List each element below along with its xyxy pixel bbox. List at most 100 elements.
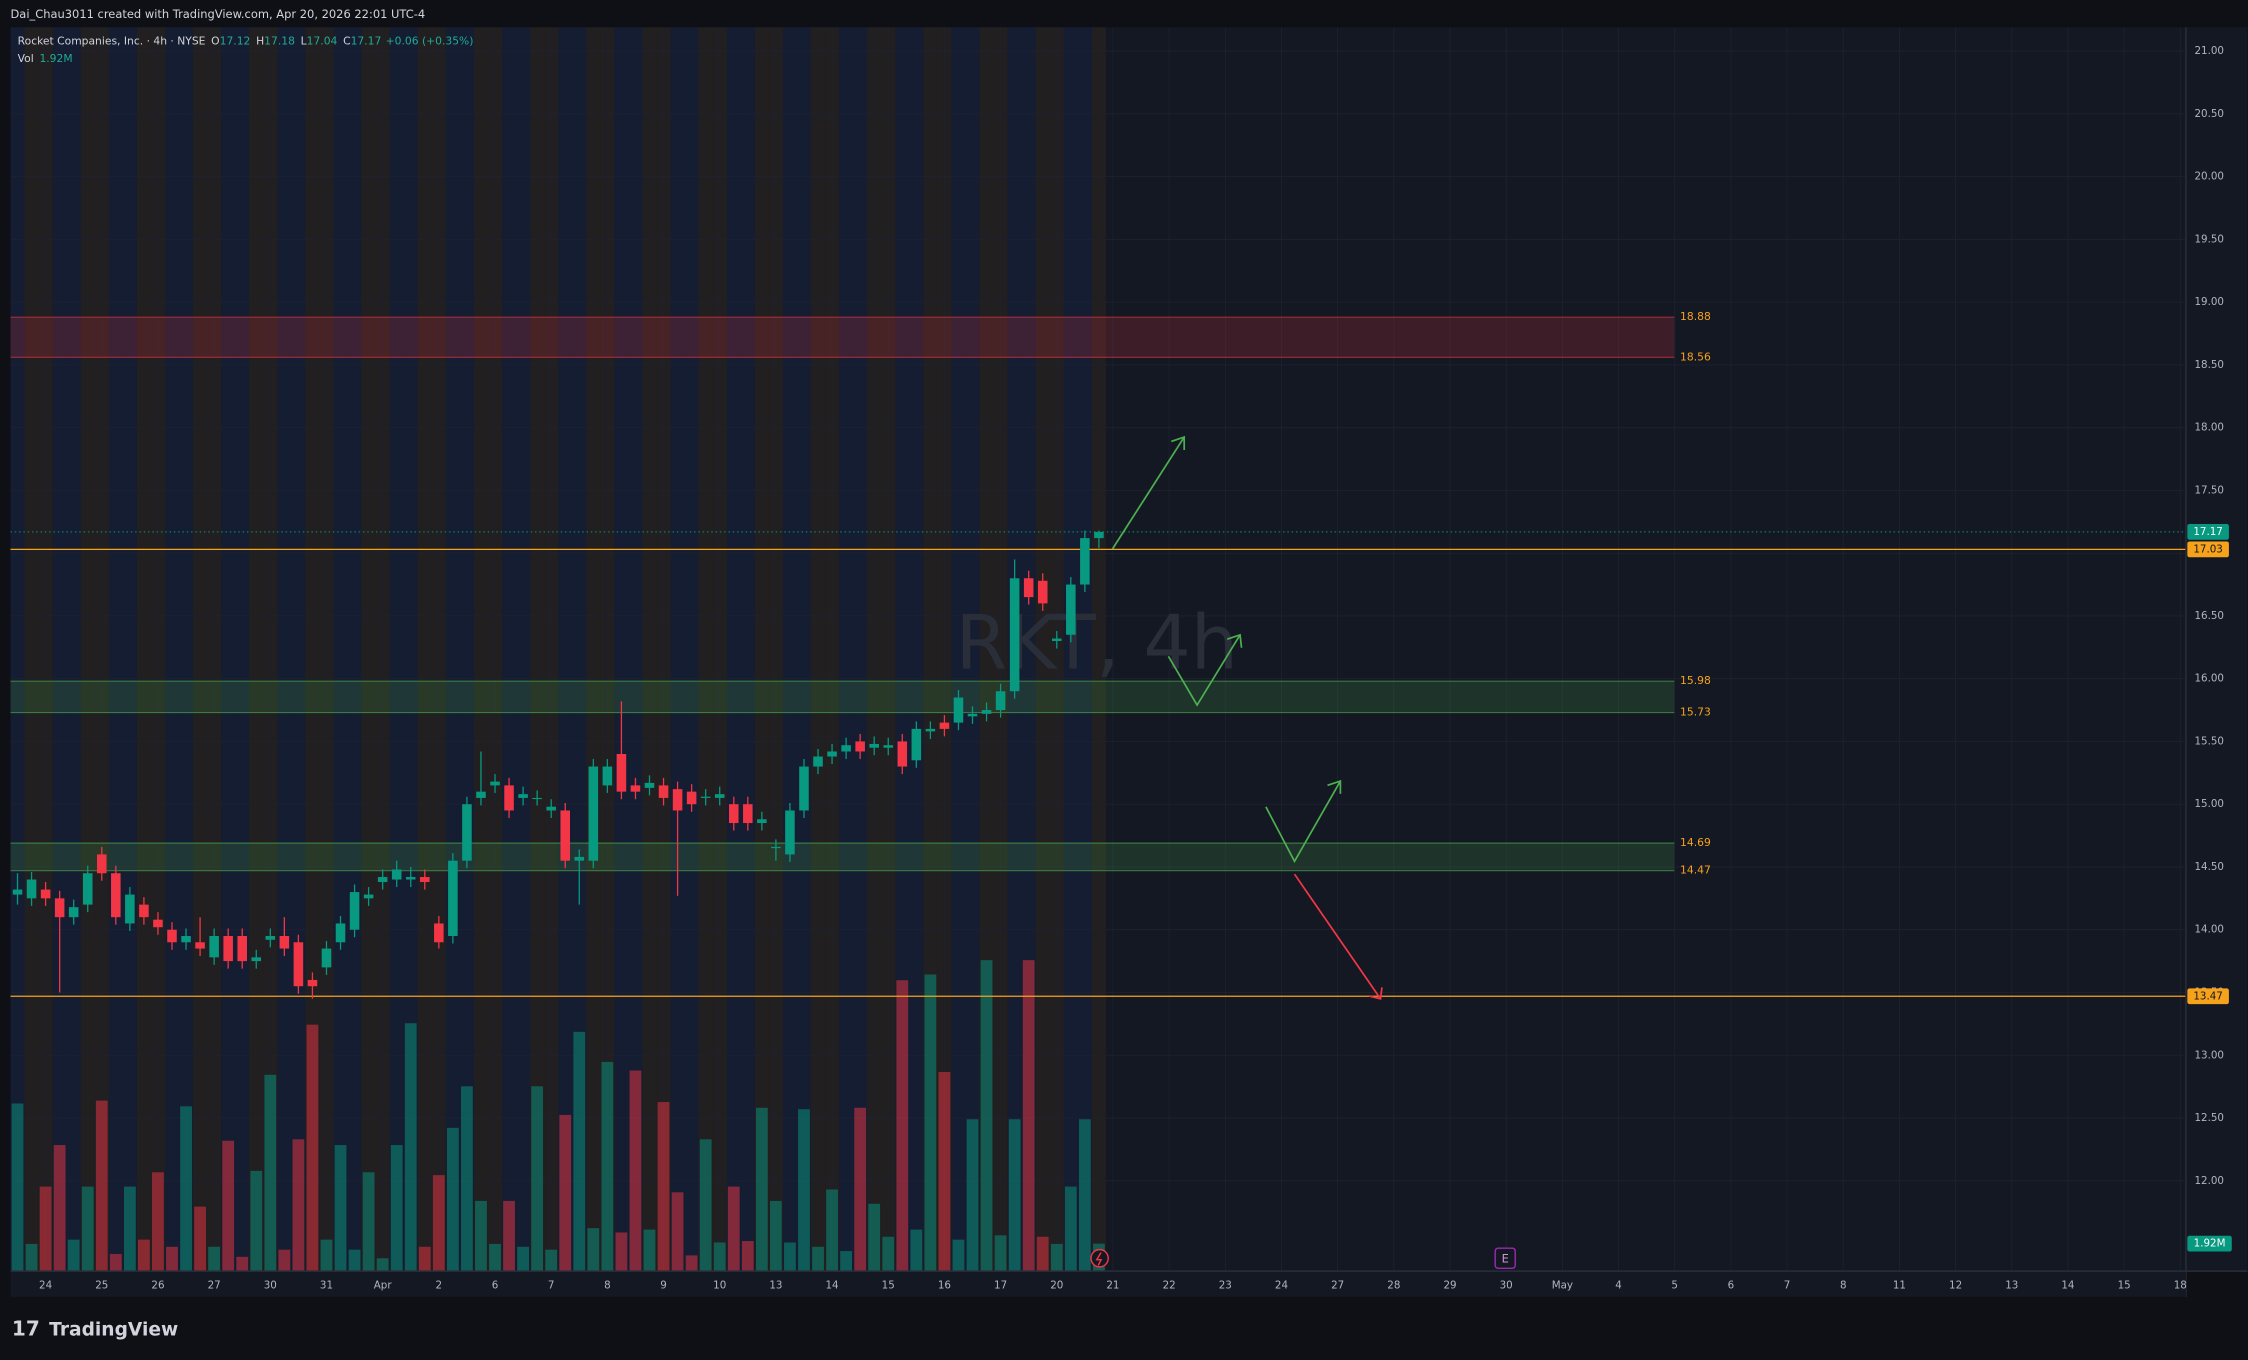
session-band [698,27,713,1272]
y-tick-label: 12.50 [2195,1112,2224,1124]
candle-body [939,722,950,729]
candle-body [771,846,781,849]
pane-bg [10,27,2186,1272]
volume-bar [320,1239,333,1272]
level-badge [2187,541,2229,558]
volume-bar [222,1140,235,1272]
session-band [895,27,910,1272]
candle-body [728,804,739,824]
y-tick-label: 19.50 [2195,233,2224,245]
volume-bar [390,1145,403,1272]
candle-body [209,936,219,958]
candle-body [953,697,964,723]
ohlc-key: L [301,35,307,48]
candle-body [616,753,627,792]
y-tick-label: 18.00 [2195,422,2224,434]
zone [10,317,1675,358]
candle-body [97,854,107,874]
candle-body [1051,638,1062,642]
ohlc-value: 17.12 [220,35,251,48]
session-band [726,27,741,1272]
volume-bar [587,1228,600,1272]
volume-layer [11,960,1105,1272]
candle-body [181,936,191,943]
zone-label: 15.98 [1680,674,1711,687]
candle-body [377,877,388,883]
zone-label: 14.47 [1680,864,1711,877]
x-tick-label: 25 [95,1279,108,1291]
candle-body [967,713,978,717]
volume-bar [264,1074,277,1272]
x-tick-label: 26 [151,1279,164,1291]
x-tick-label: 9 [660,1279,667,1291]
candle-layer [12,530,1104,999]
x-tick-label: 8 [604,1279,611,1291]
x-tick-label: 30 [264,1279,277,1291]
candle-body [1066,584,1076,635]
session-band [24,27,39,1272]
price-label: 17.17 [2193,526,2222,538]
dividend-icon[interactable] [1090,1248,1109,1268]
session-band [796,27,812,1272]
session-band [614,27,629,1272]
candle-body [644,782,655,788]
volume-bar [910,1229,923,1272]
candle-body [279,936,290,949]
ohlc-key: O [211,35,219,48]
volume-bar [348,1249,361,1272]
session-band [403,27,418,1272]
x-tick-label: 4 [1615,1279,1622,1291]
candle-body [546,806,556,811]
candle-body [349,892,360,930]
candle-body [153,919,163,928]
volume-bar [461,1086,473,1272]
session-band [1091,27,1106,1272]
x-tick-label: 23 [1219,1279,1232,1291]
candle-body [588,766,599,861]
volume-bar [1078,1119,1091,1272]
session-band [909,27,924,1272]
zone-label: 15.73 [1680,706,1711,719]
y-tick-label: 15.00 [2195,798,2224,810]
price-axis-bg [2185,27,2248,1272]
ohlc-key: H [256,35,264,48]
session-band [389,27,404,1272]
volume-bar [671,1192,684,1272]
arrow-head [1226,633,1243,648]
earnings-icon[interactable] [1494,1247,1516,1269]
candle-body [743,804,753,824]
volume-bar [531,1086,544,1272]
session-band [164,27,180,1272]
x-tick-label: 22 [1163,1279,1176,1291]
volume-bar [95,1100,108,1272]
volume-bar [475,1200,487,1272]
candle-body [321,948,332,968]
session-band [221,27,236,1272]
candle-body [686,791,697,805]
session-band [473,27,488,1272]
session-band [558,27,573,1272]
candle-body [448,860,458,937]
candle-body [1094,531,1104,539]
header: Dai_Chau3011 created with TradingView.co… [10,7,425,21]
session-band [754,27,769,1272]
session-band [965,27,980,1272]
axes-layer: 12.0012.5013.0013.5014.0014.5015.0015.50… [39,45,2232,1291]
session-band [586,27,601,1272]
volume-bar [67,1239,80,1272]
volume-bar [615,1232,628,1272]
volume-bar [896,980,909,1272]
session-band [811,27,826,1272]
x-tick-label: 30 [1500,1279,1513,1291]
y-tick-label: 18.50 [2195,359,2224,371]
x-tick-label: 10 [713,1279,726,1291]
session-band [445,27,460,1272]
volume-bar [81,1186,94,1272]
volume-bar [657,1102,670,1272]
candle-body [40,889,51,899]
volume-bar [109,1253,122,1272]
session-band [1077,27,1092,1272]
candle-body [841,745,851,752]
volume-bar [53,1145,66,1272]
volume-bar [812,1246,824,1272]
